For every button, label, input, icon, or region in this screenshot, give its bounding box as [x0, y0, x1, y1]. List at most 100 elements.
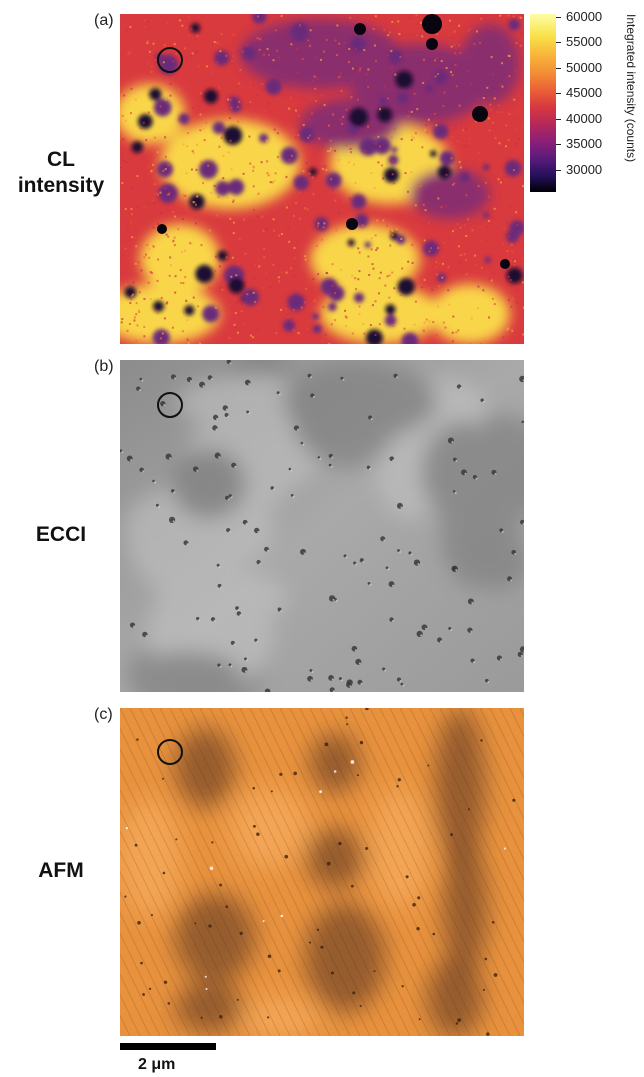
ecci-pit — [521, 420, 524, 424]
cl-dark-spot — [426, 38, 438, 50]
colorbar-tick — [556, 68, 561, 69]
afm-speck — [338, 841, 342, 846]
afm-speck — [219, 883, 222, 887]
colorbar-ticklabel: 40000 — [566, 111, 603, 126]
ecci-pit — [343, 554, 347, 558]
afm-speck — [359, 740, 364, 745]
afm-speck — [486, 1032, 490, 1036]
afm-speck — [270, 790, 273, 793]
afm-speck — [279, 772, 283, 776]
ecci-pit — [452, 490, 456, 493]
afm-speck — [417, 896, 421, 900]
scale-bar-label: 2 μm — [138, 1056, 176, 1073]
afm-speck — [416, 926, 420, 931]
ecci-pit — [397, 549, 400, 552]
afm-speck — [482, 988, 486, 991]
scale-bar — [120, 1043, 216, 1050]
colorbar-tick — [556, 119, 561, 120]
colorbar-ticklabel: 60000 — [566, 9, 603, 24]
colorbar-tick — [556, 42, 561, 43]
afm-speck — [350, 884, 354, 888]
afm-speck — [209, 866, 214, 871]
afm-speck — [150, 914, 154, 917]
colorbar-tick — [556, 144, 561, 145]
afm-speck — [284, 854, 289, 859]
afm-speck — [350, 760, 355, 764]
ecci-pit — [367, 582, 371, 585]
afm-speck — [125, 827, 128, 830]
afm-speck — [427, 764, 430, 767]
afm-speck — [204, 975, 207, 978]
ecci-pit — [317, 456, 320, 459]
afm-speck — [162, 777, 164, 780]
afm-speck — [405, 875, 409, 879]
afm-speck — [134, 843, 138, 847]
panel-b-letter: (b) — [94, 358, 114, 375]
ecci-pit — [448, 626, 452, 631]
marker-circle-c — [157, 739, 183, 765]
cl-dark-spot — [500, 259, 510, 269]
afm-speck — [324, 742, 329, 747]
afm-speck — [412, 903, 416, 907]
cl-dark-spot — [354, 23, 366, 35]
colorbar-ticklabel: 55000 — [566, 34, 603, 49]
afm-speck — [326, 861, 331, 866]
afm-speck — [316, 928, 320, 932]
afm-speck — [256, 832, 260, 836]
afm-speck — [194, 922, 197, 925]
afm-speck — [401, 985, 404, 988]
afm-speck — [208, 924, 212, 928]
afm-speck — [140, 961, 143, 965]
afm-speck — [330, 971, 334, 975]
afm-speck — [345, 716, 348, 719]
afm-speck — [359, 1004, 362, 1007]
afm-speck — [280, 914, 284, 918]
afm-speck — [356, 774, 359, 777]
colorbar-tick — [556, 170, 561, 171]
afm-speck — [319, 790, 323, 794]
colorbar-tick — [556, 17, 561, 18]
afm-speck — [333, 770, 337, 773]
afm-speck — [239, 931, 243, 935]
cl-dark-spot — [472, 106, 488, 122]
afm-speck — [365, 708, 369, 711]
afm-speck — [225, 905, 229, 909]
colorbar-tick — [556, 93, 561, 94]
afm-speck — [252, 824, 256, 828]
marker-circle-a — [157, 47, 183, 73]
ecci-pit — [290, 494, 294, 497]
afm-speck — [480, 739, 483, 742]
ecci-pit — [309, 669, 313, 672]
afm-speck — [491, 920, 495, 924]
afm-speck — [162, 871, 166, 875]
afm-speck — [512, 798, 516, 802]
afm-speck — [503, 847, 506, 850]
panel-a-letter: (a) — [94, 12, 114, 29]
afm-speck — [418, 1018, 421, 1021]
ecci-pit — [338, 677, 342, 681]
afm-speck — [455, 1022, 459, 1025]
ecci-pit — [519, 375, 524, 383]
ecci-pit — [139, 377, 143, 381]
ecci-pit — [400, 682, 404, 686]
ecci-pit — [228, 663, 232, 667]
ecci-pit — [328, 463, 332, 467]
afm-speck — [167, 1002, 171, 1005]
ecci-pit — [353, 561, 357, 565]
afm-image — [120, 708, 524, 1036]
colorbar-gradient — [530, 14, 556, 192]
afm-speck — [484, 957, 488, 961]
ecci-pit — [288, 467, 292, 471]
panel-c-letter: (c) — [94, 706, 113, 723]
afm-speck — [320, 945, 324, 949]
ecci-pit — [340, 376, 344, 380]
afm-speck — [352, 991, 356, 995]
afm-speck — [262, 920, 265, 923]
ecci-pit — [152, 479, 155, 483]
afm-speck — [457, 1018, 461, 1022]
afm-speck — [219, 1015, 223, 1019]
panel-a-row-label: CL intensity — [17, 148, 105, 197]
afm-speck — [432, 932, 436, 936]
ecci-pit — [276, 391, 280, 395]
marker-circle-b — [157, 392, 183, 418]
